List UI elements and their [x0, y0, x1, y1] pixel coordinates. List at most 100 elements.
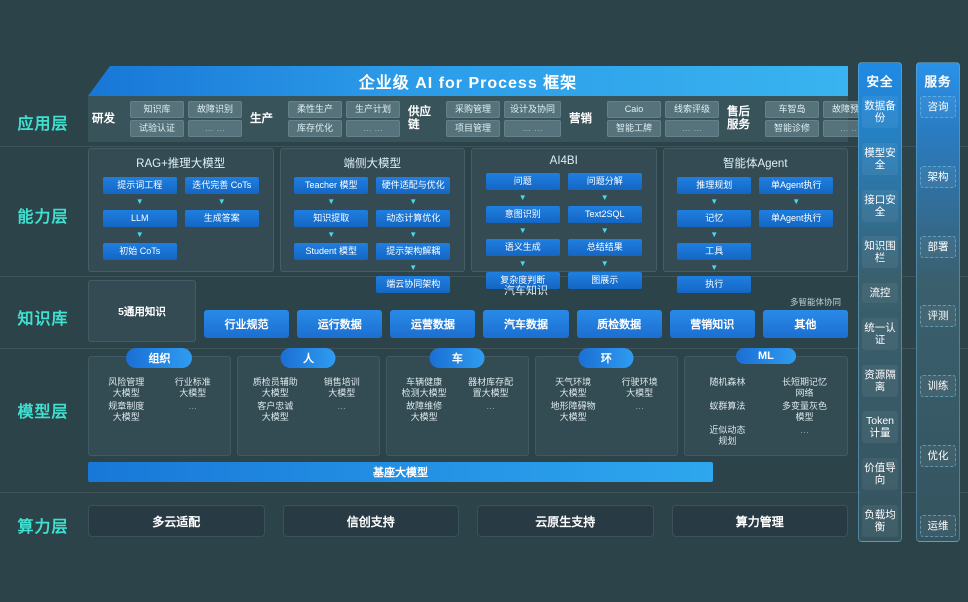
application-chip[interactable]: 生产计划 — [346, 101, 400, 118]
rail-item[interactable]: 价值导向 — [862, 458, 898, 491]
capability-node[interactable]: 单Agent执行 — [759, 177, 834, 194]
model-item[interactable]: 客户忠诚 大模型 — [257, 401, 294, 422]
model-item[interactable]: 行业标准 大模型 — [174, 377, 211, 398]
model-item[interactable]: 近似动态 规划 — [709, 425, 746, 446]
capability-node[interactable]: 问题分解 — [567, 173, 642, 190]
model-group-pill[interactable]: 组织 — [126, 348, 193, 368]
capability-node[interactable]: 工具 — [677, 243, 752, 260]
rail-item[interactable]: 模型安全 — [862, 142, 898, 175]
rail-item[interactable]: 优化 — [920, 445, 956, 468]
model-item[interactable]: 规章制度 大模型 — [108, 401, 145, 422]
rail-item[interactable]: 评测 — [920, 305, 956, 328]
rail-item[interactable]: 咨询 — [920, 96, 956, 118]
rail-item[interactable]: 运维 — [920, 514, 956, 537]
capability-node[interactable]: 意图识别 — [485, 206, 560, 223]
capability-node[interactable]: 总结结果 — [567, 239, 642, 256]
capability-node[interactable]: 推理规划 — [677, 177, 752, 194]
capability-node[interactable]: 初始 CoTs — [102, 243, 177, 260]
rail-item[interactable]: 负载均衡 — [862, 504, 898, 537]
capability-node[interactable]: 执行 — [677, 276, 752, 293]
application-chip[interactable]: 线索评级 — [665, 101, 720, 118]
capability-node[interactable]: 端云协同架构 — [376, 276, 451, 293]
application-chip[interactable]: 智能诊修 — [765, 120, 820, 137]
model-item[interactable]: … — [486, 401, 496, 411]
knowledge-chip[interactable]: 运营数据 — [390, 310, 476, 338]
application-chip[interactable]: Caio — [607, 101, 662, 118]
knowledge-chip[interactable]: 行业规范 — [204, 310, 290, 338]
application-cell[interactable]: Caio 智能工牌 — [607, 101, 662, 137]
capability-node[interactable]: 硬件适配与优化 — [376, 177, 451, 194]
model-group-pill[interactable]: ML — [735, 348, 796, 364]
general-knowledge-box[interactable]: 5通用知识 — [88, 280, 196, 342]
model-item[interactable]: … — [635, 401, 645, 411]
model-item[interactable]: 器材库存配 置大模型 — [468, 377, 514, 398]
model-item[interactable]: 地形障碍物 大模型 — [550, 401, 596, 422]
application-chip[interactable]: 设计及协同 — [504, 101, 562, 118]
compute-box[interactable]: 云原生支持 — [477, 505, 654, 537]
model-item[interactable]: … — [337, 401, 347, 411]
application-cell[interactable]: 知识库 试验认证 — [130, 101, 184, 137]
rail-item[interactable]: 架构 — [920, 165, 956, 188]
model-item[interactable]: … — [188, 401, 198, 411]
model-item[interactable]: 行驶环境 大模型 — [621, 377, 658, 398]
application-cell[interactable]: 故障识别 … … — [188, 101, 242, 137]
model-item[interactable]: 质检员辅助 大模型 — [252, 377, 298, 398]
model-item[interactable]: 蚁群算法 — [709, 401, 746, 411]
model-item[interactable]: … — [799, 425, 809, 435]
capability-node[interactable]: Student 模型 — [294, 243, 369, 260]
application-chip[interactable]: 试验认证 — [130, 120, 184, 137]
model-item[interactable]: 随机森林 — [709, 377, 746, 387]
application-chip[interactable]: … … — [346, 120, 400, 137]
model-item[interactable]: 风险管理 大模型 — [108, 377, 145, 398]
application-chip[interactable]: 采购管理 — [446, 101, 500, 118]
application-chip[interactable]: 知识库 — [130, 101, 184, 118]
knowledge-chip[interactable]: 质检数据 — [576, 310, 662, 338]
model-item[interactable]: 销售培训 大模型 — [323, 377, 360, 398]
capability-node[interactable]: 问题 — [485, 173, 560, 190]
compute-box[interactable]: 算力管理 — [671, 505, 848, 537]
application-cell[interactable]: 采购管理 项目管理 — [446, 101, 500, 137]
capability-node[interactable]: LLM — [102, 210, 177, 227]
capability-node[interactable]: 记忆 — [677, 210, 752, 227]
application-chip[interactable]: 库存优化 — [288, 120, 342, 137]
application-chip[interactable]: 智能工牌 — [607, 120, 662, 137]
model-item[interactable]: 天气环境 大模型 — [555, 377, 592, 398]
rail-item[interactable]: 知识围栏 — [862, 236, 898, 269]
rail-item[interactable]: Token计量 — [862, 411, 898, 444]
capability-node[interactable]: 提示架构解耦 — [376, 243, 451, 260]
model-group-pill[interactable]: 人 — [280, 348, 336, 368]
compute-box[interactable]: 信创支持 — [282, 505, 459, 537]
capability-node[interactable]: 迭代完善 CoTs — [184, 177, 259, 194]
model-item[interactable]: 多变量灰色 模型 — [781, 401, 827, 422]
model-group-pill[interactable]: 环 — [578, 348, 634, 368]
model-group-pill[interactable]: 车 — [429, 348, 485, 368]
application-chip[interactable]: 项目管理 — [446, 120, 500, 137]
rail-item[interactable]: 数据备份 — [862, 96, 898, 128]
capability-node[interactable]: 复杂度判断 — [485, 272, 560, 289]
application-chip[interactable]: 故障识别 — [188, 101, 242, 118]
model-item[interactable]: 长短期记忆 网络 — [781, 377, 827, 398]
model-item[interactable]: 故障维修 大模型 — [406, 401, 443, 422]
knowledge-chip[interactable]: 汽车数据 — [483, 310, 569, 338]
application-chip[interactable]: … … — [665, 120, 720, 137]
capability-node[interactable]: 提示词工程 — [102, 177, 177, 194]
capability-node[interactable]: 动态计算优化 — [376, 210, 451, 227]
application-chip[interactable]: … … — [504, 120, 562, 137]
rail-item[interactable]: 统一认证 — [862, 317, 898, 350]
model-item[interactable]: 车辆健康 检测大模型 — [401, 377, 447, 398]
knowledge-chip[interactable]: 其他 — [762, 310, 848, 338]
application-cell[interactable]: 柔性生产 库存优化 — [288, 101, 342, 137]
application-chip[interactable]: 柔性生产 — [288, 101, 342, 118]
application-cell[interactable]: 生产计划 … … — [346, 101, 400, 137]
application-cell[interactable]: 线索评级 … … — [665, 101, 720, 137]
knowledge-chip[interactable]: 营销知识 — [669, 310, 755, 338]
application-cell[interactable]: 设计及协同 … … — [504, 101, 562, 137]
capability-node[interactable]: 语义生成 — [485, 239, 560, 256]
rail-item[interactable]: 训练 — [920, 375, 956, 398]
capability-node[interactable]: 知识提取 — [294, 210, 369, 227]
knowledge-chip[interactable]: 运行数据 — [297, 310, 383, 338]
rail-item[interactable]: 资源隔离 — [862, 364, 898, 397]
application-cell[interactable]: 车智岛 智能诊修 — [765, 101, 820, 137]
capability-node[interactable]: 生成答案 — [184, 210, 259, 227]
compute-box[interactable]: 多云适配 — [88, 505, 265, 537]
